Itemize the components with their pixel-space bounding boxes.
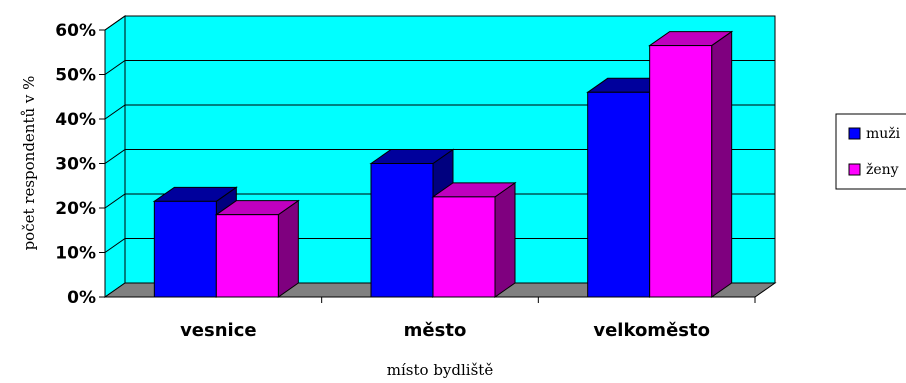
- gridline: [104, 238, 775, 253]
- x-axis-title: místo bydliště: [387, 361, 494, 379]
- x-tick-label: vesnice: [180, 320, 257, 341]
- bar-side: [277, 199, 299, 298]
- bar-front: [432, 196, 496, 298]
- bar-front: [587, 91, 651, 298]
- x-tick-label: město: [404, 320, 467, 341]
- y-tick-label: 40%: [55, 110, 96, 130]
- gridline: [104, 60, 775, 75]
- bar-ženy-velkoměsto: [648, 30, 734, 298]
- x-axis: vesnice město velkoměsto: [105, 296, 756, 341]
- bar-ženy-vesnice: [214, 199, 300, 298]
- gridline: [104, 193, 775, 209]
- legend-swatch: [848, 163, 861, 176]
- legend-swatch: [848, 127, 861, 140]
- y-tick-label: 10%: [55, 244, 96, 264]
- y-tick-label: 20%: [55, 199, 96, 219]
- bar-ženy-město: [431, 181, 517, 298]
- legend-box: [835, 113, 906, 190]
- bar-side: [711, 30, 733, 298]
- legend: muži ženy: [835, 113, 906, 190]
- bar-front: [215, 214, 279, 298]
- y-tick-label: 30%: [55, 155, 96, 175]
- y-tick-label: 50%: [55, 66, 96, 86]
- bar-front: [153, 200, 217, 298]
- bar-front: [370, 163, 434, 298]
- y-axis-title: počet respondentů v %: [20, 76, 38, 251]
- bar-side: [494, 181, 516, 298]
- gridline: [104, 149, 775, 164]
- legend-label: muži: [866, 126, 901, 142]
- bars: [152, 30, 734, 298]
- gridline: [104, 15, 775, 31]
- y-tick-label: 0%: [67, 288, 96, 308]
- gridlines: [104, 15, 775, 253]
- y-tick-label: 60%: [55, 21, 96, 41]
- x-tick-label: velkoměsto: [593, 320, 710, 341]
- bar-front: [649, 45, 713, 298]
- gridline: [104, 104, 775, 120]
- legend-label: ženy: [866, 162, 899, 178]
- y-axis: 0% 10% 20% 30% 40% 50% 60%: [55, 21, 106, 308]
